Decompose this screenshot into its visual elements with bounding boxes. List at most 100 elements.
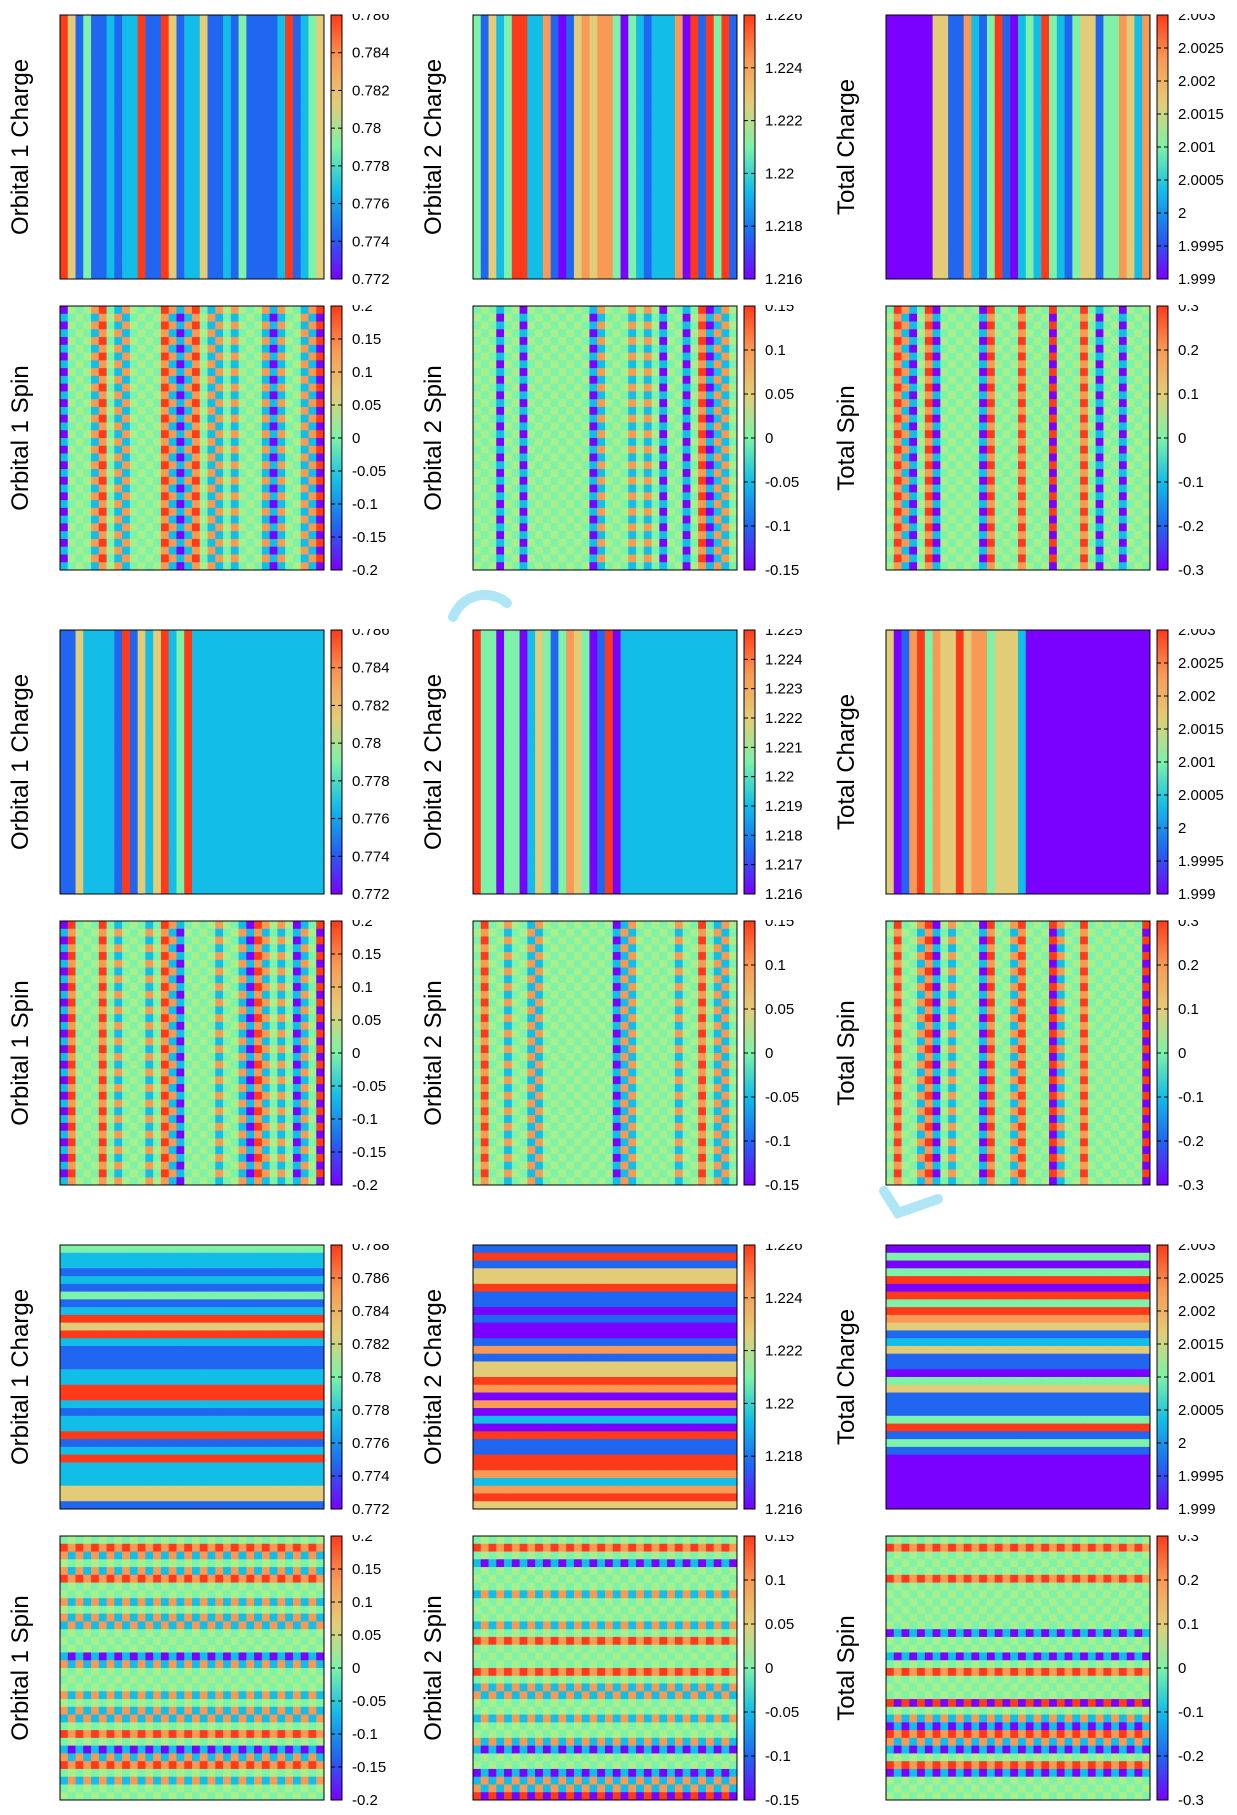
colorbar-tick-label: -0.2: [1178, 1133, 1204, 1150]
colorbar-tick-label: 1.218: [765, 1448, 803, 1465]
colorbar-tick-label: -0.2: [352, 1792, 378, 1809]
colorbar: [744, 630, 755, 894]
colorbar-tick-label: 0.3: [1178, 920, 1199, 930]
heatmap-cells: [473, 630, 737, 894]
colorbar-tick-label: 1.999: [1178, 271, 1216, 288]
colorbar-tick-label: -0.1: [765, 1133, 791, 1150]
colorbar-tick-label: 0.2: [352, 1535, 373, 1545]
colorbar-tick-label: 2.002: [1178, 73, 1216, 90]
colorbar-tick-label: 1.217: [765, 857, 803, 874]
colorbar-tick-label: -0.2: [352, 1177, 378, 1194]
heatmap-cells: [473, 921, 737, 1185]
colorbar-tick-label: 0.1: [765, 342, 786, 359]
heatmap-cells: [886, 1245, 1150, 1509]
heatmap-cells: [473, 15, 737, 279]
colorbar-tick-label: 0.776: [352, 196, 390, 213]
colorbar-tick-label: 0.774: [352, 848, 390, 865]
colorbar-tick-label: 1.222: [765, 710, 803, 727]
watermark-arc-icon: [445, 585, 515, 625]
colorbar-tick-label: 0.784: [352, 45, 390, 62]
colorbar-tick-label: 0.15: [765, 1535, 794, 1545]
colorbar-tick-label: 0.2: [352, 305, 373, 315]
heatmap-cells: [886, 630, 1150, 894]
heatmap-cells: [886, 15, 1150, 279]
colorbar-tick-label: 1.225: [765, 629, 803, 639]
colorbar-tick-label: 0.786: [352, 14, 390, 24]
colorbar-tick-label: 0.78: [352, 735, 381, 752]
heatmap-cells: [886, 1536, 1150, 1800]
colorbar-tick-label: 2.0005: [1178, 787, 1224, 804]
colorbar-tick-label: 0.774: [352, 1468, 390, 1485]
colorbar-tick-label: -0.15: [765, 562, 799, 579]
axis-y-label: Orbital 1 Charge: [7, 1289, 34, 1465]
colorbar-tick-label: -0.1: [765, 1748, 791, 1765]
colorbar: [744, 15, 755, 279]
colorbar-tick-label: 0.782: [352, 697, 390, 714]
colorbar-tick-label: 0.3: [1178, 305, 1199, 315]
colorbar-tick-label: -0.3: [1178, 1792, 1204, 1809]
colorbar-tick-label: 0.78: [352, 120, 381, 137]
colorbar-tick-label: 1.224: [765, 60, 803, 77]
axis-y-label: Total Spin: [833, 385, 860, 490]
colorbar-tick-label: 1.216: [765, 886, 803, 903]
colorbar-tick-label: 1.226: [765, 14, 803, 24]
colorbar-tick-label: 2.0015: [1178, 1336, 1224, 1353]
colorbar-tick-label: 0.15: [352, 1561, 381, 1578]
axis-y-label: Total Spin: [833, 1615, 860, 1720]
colorbar-tick-label: -0.15: [352, 529, 386, 546]
colorbar-tick-label: 0.774: [352, 233, 390, 250]
colorbar-tick-label: 2.0005: [1178, 1402, 1224, 1419]
colorbar-tick-label: 0.778: [352, 158, 390, 175]
heatmap-cells: [473, 1536, 737, 1800]
colorbar-tick-label: 0: [352, 1045, 360, 1062]
colorbar-tick-label: 1.216: [765, 271, 803, 288]
colorbar-tick-label: 1.22: [765, 769, 794, 786]
colorbar-tick-label: 2.0015: [1178, 721, 1224, 738]
colorbar-tick-label: -0.1: [1178, 1704, 1204, 1721]
colorbar-tick-label: 0.05: [765, 1616, 794, 1633]
colorbar-tick-label: 2: [1178, 1435, 1186, 1452]
colorbar-tick-label: 1.221: [765, 739, 803, 756]
colorbar-tick-label: 0.786: [352, 629, 390, 639]
colorbar-tick-label: -0.05: [352, 463, 386, 480]
colorbar-tick-label: -0.2: [352, 562, 378, 579]
colorbar-tick-label: 1.216: [765, 1501, 803, 1518]
axis-y-label: Orbital 2 Charge: [420, 674, 447, 850]
axis-y-label: Orbital 1 Spin: [7, 365, 34, 510]
colorbar-tick-label: 0.778: [352, 1402, 390, 1419]
colorbar-tick-label: 2.0015: [1178, 106, 1224, 123]
axis-y-label: Orbital 2 Spin: [420, 980, 447, 1125]
heatmap-cells: [60, 1536, 324, 1800]
colorbar-tick-label: 1.223: [765, 681, 803, 698]
heatmap-cells: [60, 1245, 324, 1509]
colorbar-tick-label: 0.05: [352, 1627, 381, 1644]
colorbar-tick-label: 0.05: [352, 397, 381, 414]
colorbar-tick-label: 0.2: [1178, 342, 1199, 359]
colorbar-tick-label: 2.003: [1178, 629, 1216, 639]
colorbar-tick-label: 0.1: [1178, 1616, 1199, 1633]
axis-y-label: Orbital 1 Spin: [7, 980, 34, 1125]
axis-y-label: Orbital 2 Charge: [420, 59, 447, 235]
heatmap-cells: [886, 921, 1150, 1185]
colorbar-tick-label: -0.3: [1178, 1177, 1204, 1194]
colorbar-tick-label: 0.15: [765, 920, 794, 930]
colorbar-tick-label: 0: [1178, 430, 1186, 447]
colorbar-tick-label: 2.0005: [1178, 172, 1224, 189]
colorbar-tick-label: -0.2: [1178, 518, 1204, 535]
axis-y-label: Total Charge: [833, 79, 860, 215]
colorbar-tick-label: 0.05: [765, 1001, 794, 1018]
heatmap-panel: Orbital 1 Charge0.7860.7840.7820.780.778…: [0, 14, 410, 294]
colorbar-tick-label: 0.776: [352, 1435, 390, 1452]
colorbar-tick-label: -0.05: [352, 1078, 386, 1095]
colorbar-tick-label: 0.1: [765, 1572, 786, 1589]
colorbar-tick-label: 0.786: [352, 1270, 390, 1287]
axis-y-label: Orbital 1 Charge: [7, 674, 34, 850]
colorbar-tick-label: 0: [765, 1660, 773, 1677]
heatmap-panel: Orbital 1 Spin0.20.150.10.050-0.05-0.1-0…: [0, 920, 410, 1200]
colorbar-tick-label: 2: [1178, 205, 1186, 222]
colorbar-tick-label: -0.1: [352, 1726, 378, 1743]
